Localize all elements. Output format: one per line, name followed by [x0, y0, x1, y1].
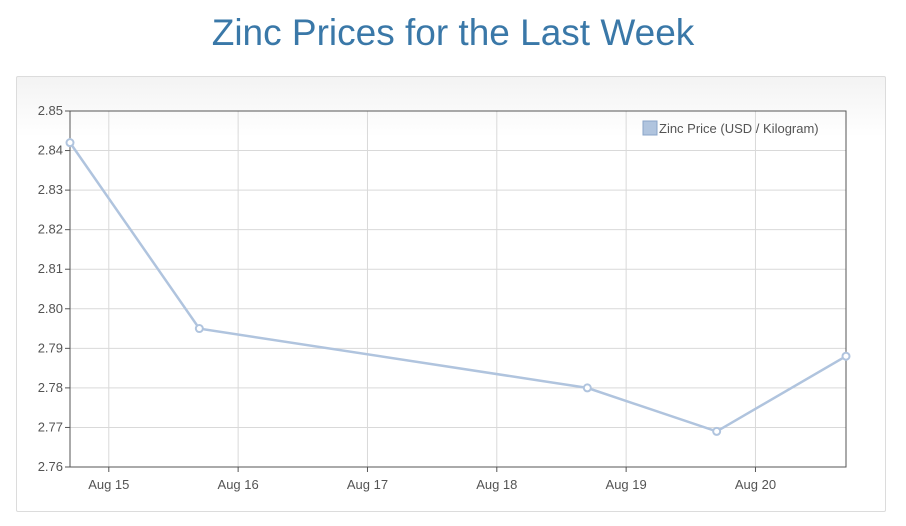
y-tick-label: 2.80	[38, 301, 63, 316]
data-point[interactable]	[712, 426, 722, 436]
y-tick-label: 2.76	[38, 459, 63, 474]
data-point[interactable]	[194, 324, 204, 334]
y-tick-label: 2.83	[38, 182, 63, 197]
x-tick-label: Aug 19	[606, 477, 647, 492]
y-axis-ticks: 2.76 2.77 2.78 2.79 2.80 2.81 2.82 2.83 2.84 2.85	[38, 103, 70, 474]
data-point[interactable]	[841, 351, 851, 361]
data-point[interactable]	[65, 138, 75, 148]
chart-panel: 2.76 2.77 2.78 2.79 2.80 2.81 2.82 2.83 2.84 2.85…	[16, 76, 886, 512]
page-title: Zinc Prices for the Last Week	[211, 12, 695, 53]
x-tick-label: Aug 20	[735, 477, 776, 492]
series	[65, 138, 851, 436]
y-tick-label: 2.79	[38, 340, 63, 355]
y-tick-label: 2.82	[38, 222, 63, 237]
x-tick-label: Aug 17	[347, 477, 388, 492]
legend-swatch	[642, 120, 658, 136]
x-axis-ticks: Aug 15 Aug 16 Aug 17 Aug 18 Aug 19 Aug 20	[88, 467, 776, 492]
y-tick-label: 2.85	[38, 103, 63, 118]
line-chart: 2.76 2.77 2.78 2.79 2.80 2.81 2.82 2.83 2.84 2.85…	[38, 103, 851, 492]
legend: Zinc Price (USD / Kilogram)	[642, 120, 819, 136]
y-tick-label: 2.77	[38, 419, 63, 434]
y-tick-label: 2.84	[38, 143, 63, 158]
x-tick-label: Aug 18	[476, 477, 517, 492]
legend-label: Zinc Price (USD / Kilogram)	[659, 121, 819, 136]
plot-frame	[69, 110, 847, 468]
x-tick-label: Aug 15	[88, 477, 129, 492]
grid	[70, 110, 846, 468]
data-point[interactable]	[582, 383, 592, 393]
y-tick-label: 2.78	[38, 380, 63, 395]
y-tick-label: 2.81	[38, 261, 63, 276]
x-tick-label: Aug 16	[218, 477, 259, 492]
